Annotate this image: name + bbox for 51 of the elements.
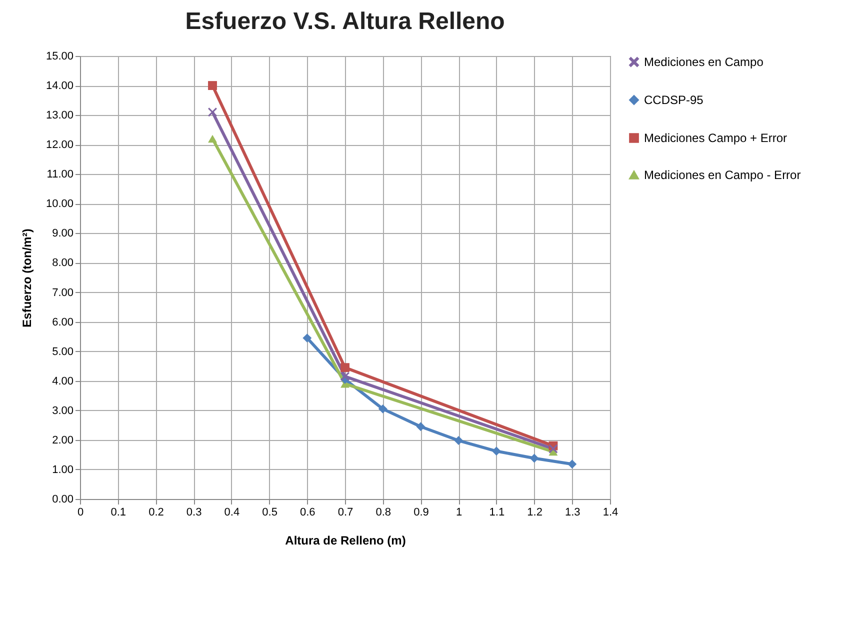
x-tick-label: 0.7 <box>338 506 354 518</box>
y-tick-label: 14.00 <box>46 80 74 92</box>
point <box>208 134 217 143</box>
point <box>378 404 388 414</box>
x-axis-title: Altura de Relleno (m) <box>285 534 406 548</box>
x-tick-label: 0.6 <box>300 506 316 518</box>
x-tick-label: 0.1 <box>110 506 126 518</box>
y-tick-label: 5.00 <box>52 346 74 358</box>
point <box>302 334 312 343</box>
x-tick-label: 0.2 <box>148 506 164 518</box>
x-tick-label: 0.8 <box>376 506 392 518</box>
y-tick-label: 1.00 <box>52 464 74 476</box>
y-tick-label: 13.00 <box>46 110 74 122</box>
point <box>454 436 464 445</box>
point <box>340 372 350 381</box>
x-tick-label: 1.1 <box>489 506 505 518</box>
point <box>492 446 501 456</box>
x-tick-label: 1 <box>456 506 462 518</box>
y-tick-label: 11.00 <box>46 168 74 181</box>
x-tick-label: 0.5 <box>262 506 278 518</box>
y-tick-label: 15.00 <box>46 50 74 62</box>
x-tick-label: 1.2 <box>527 506 542 518</box>
x-tick-label: 0.4 <box>224 506 240 518</box>
point <box>530 454 539 463</box>
legend-label: Mediciones Campo + Error <box>644 131 788 145</box>
x-tick-label: 0 <box>77 506 84 518</box>
y-tick-label: 4.00 <box>52 375 74 388</box>
y-tick-label: 0.00 <box>52 494 74 506</box>
point <box>416 422 426 432</box>
y-tick-label: 7.00 <box>52 286 74 299</box>
y-tick-label: 2.00 <box>52 434 74 446</box>
x-tick-label: 0.3 <box>186 506 202 518</box>
y-tick-label: 3.00 <box>52 404 74 417</box>
y-axis-title: Esfuerzo (ton/m²) <box>20 228 34 328</box>
x-tick-label: 0.9 <box>414 506 429 518</box>
point <box>568 460 577 469</box>
y-tick-label: 8.00 <box>52 257 74 270</box>
chart-title: Esfuerzo V.S. Altura Relleno <box>185 8 505 35</box>
y-tick-label: 12.00 <box>46 139 74 152</box>
point <box>340 363 350 372</box>
legend-label: Mediciones en Campo <box>644 55 764 69</box>
y-tick-label: 9.00 <box>52 228 74 240</box>
point <box>548 444 558 454</box>
x-tick-label: 1.4 <box>602 506 618 518</box>
legend-label: Mediciones en Campo - Error <box>644 168 801 182</box>
y-tick-label: 10.00 <box>46 198 74 210</box>
x-tick-label: 1.3 <box>564 506 580 518</box>
point <box>208 81 217 90</box>
y-tick-label: 6.00 <box>52 316 74 328</box>
legend-label: CCDSP-95 <box>644 93 704 107</box>
point <box>208 108 217 117</box>
